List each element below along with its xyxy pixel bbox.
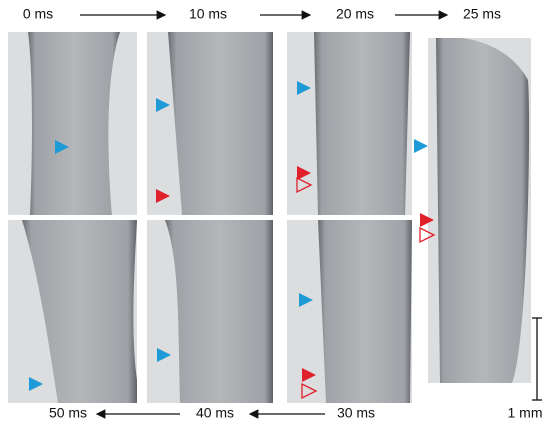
jet	[168, 32, 273, 215]
time-label: 20 ms	[336, 6, 374, 22]
panels	[8, 32, 531, 403]
jet	[314, 32, 410, 215]
time-label: 25 ms	[463, 6, 501, 22]
time-label: 10 ms	[189, 6, 227, 22]
time-label: 40 ms	[196, 405, 234, 421]
time-label: 50 ms	[49, 405, 87, 421]
jet	[436, 38, 529, 383]
jet	[28, 32, 120, 215]
jet	[318, 220, 412, 403]
blue-marker	[414, 139, 428, 153]
scale-label: 1 mm	[508, 405, 543, 421]
figure: 0 ms 10 ms 20 ms 25 ms	[0, 0, 553, 428]
time-labels-top: 0 ms 10 ms 20 ms 25 ms	[23, 6, 501, 22]
time-label: 0 ms	[23, 6, 53, 22]
time-labels-bottom: 50 ms 40 ms 30 ms	[49, 405, 375, 421]
jet	[165, 220, 273, 403]
time-label: 30 ms	[337, 405, 375, 421]
